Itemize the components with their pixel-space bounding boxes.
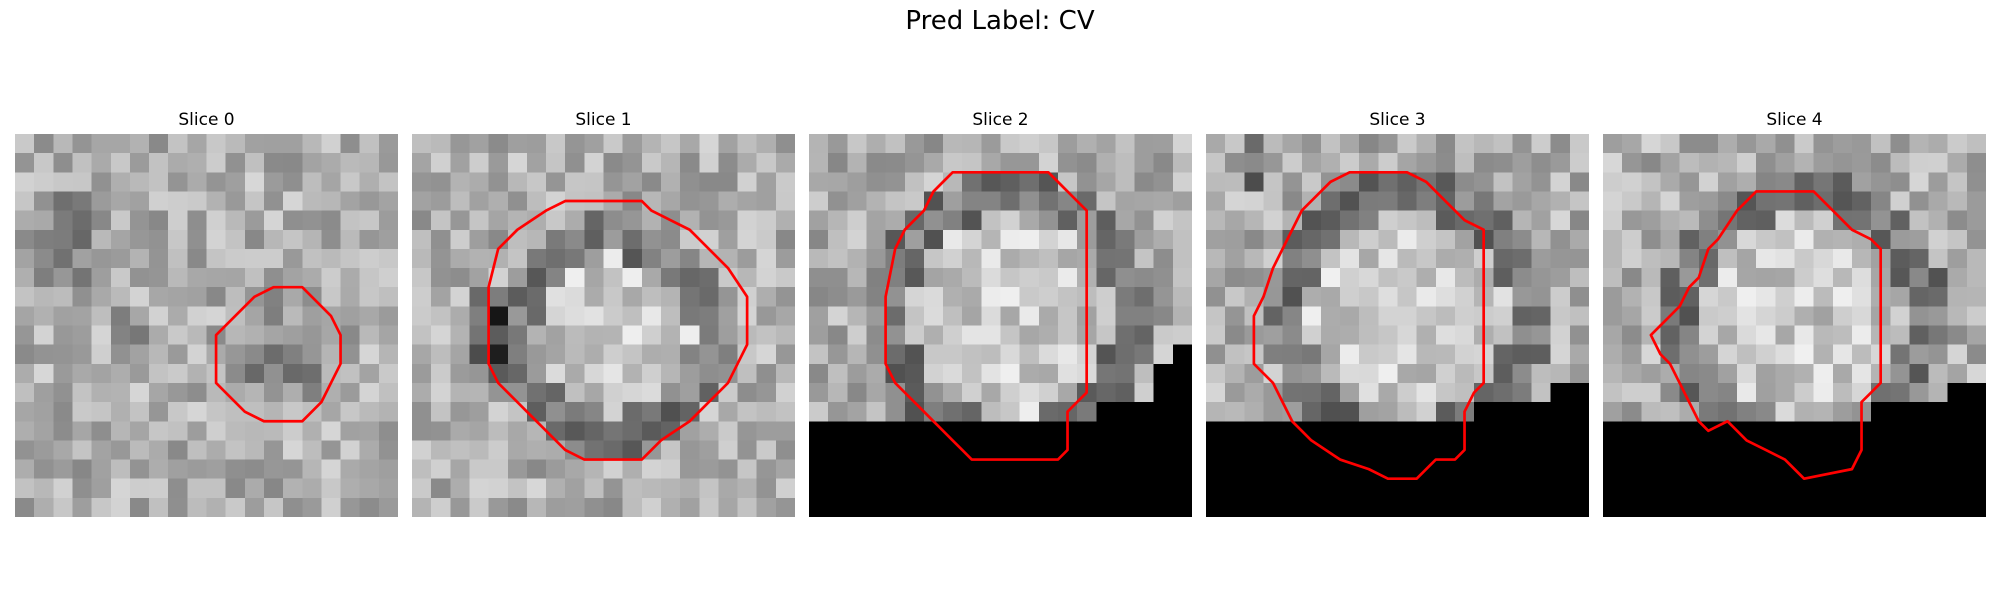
slice-contour-overlay [1206,134,1589,517]
slice-panel-1: Slice 1 [412,108,795,132]
slice-contour-overlay [15,134,398,517]
slice-title: Slice 4 [1603,108,1986,132]
slice-panel-0: Slice 0 [15,108,398,132]
segmentation-contour [216,287,340,421]
slice-contour-overlay [1603,134,1986,517]
segmentation-contour [886,172,1087,459]
slice-title: Slice 0 [15,108,398,132]
slice-contour-overlay [412,134,795,517]
slice-image-3 [1206,134,1589,517]
segmentation-contour [1651,191,1881,478]
slice-title: Slice 1 [412,108,795,132]
slice-contour-overlay [809,134,1192,517]
slice-title: Slice 3 [1206,108,1589,132]
figure-title: Pred Label: CV [0,6,2000,36]
slice-panel-2: Slice 2 [809,108,1192,132]
slice-image-4 [1603,134,1986,517]
slice-image-1 [412,134,795,517]
slice-image-2 [809,134,1192,517]
slice-title: Slice 2 [809,108,1192,132]
slice-panel-4: Slice 4 [1603,108,1986,132]
slice-image-0 [15,134,398,517]
slice-panel-3: Slice 3 [1206,108,1589,132]
segmentation-contour [489,201,748,460]
segmentation-contour [1254,172,1484,478]
